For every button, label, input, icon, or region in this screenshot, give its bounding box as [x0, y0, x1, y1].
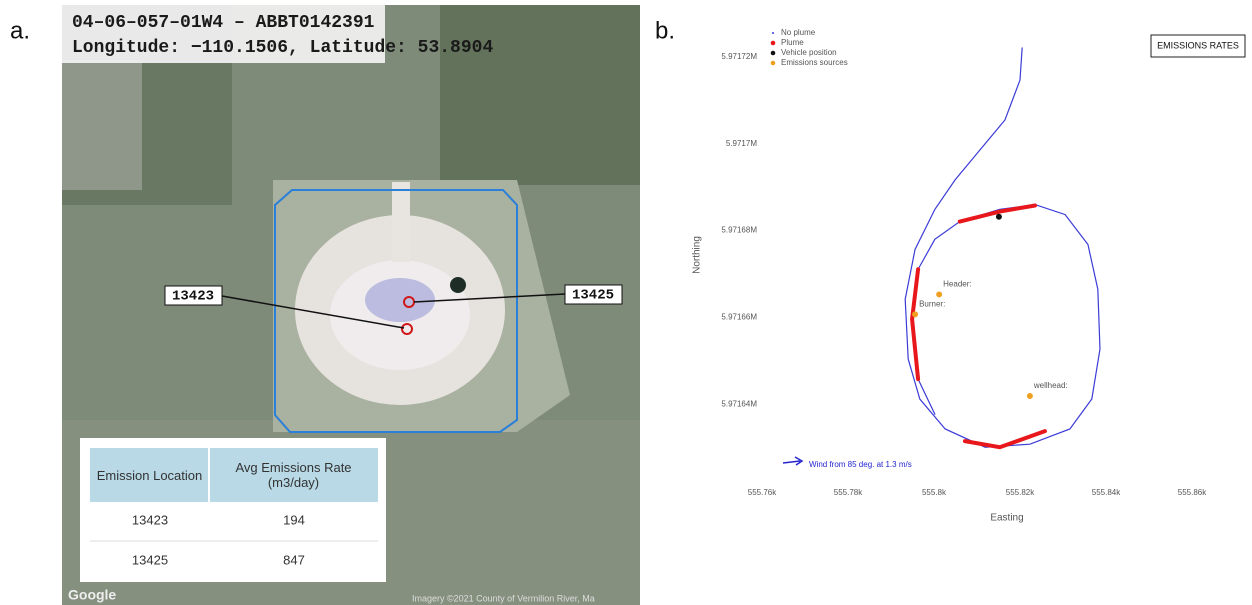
chart-title: EMISSIONS RATES	[1157, 40, 1239, 50]
legend-swatch	[771, 41, 776, 46]
column-header: Emission Location	[90, 448, 209, 502]
point	[996, 214, 1002, 220]
table-cell: 13423	[132, 512, 168, 527]
table-cell: Avg Emissions Rate (m3/day)	[209, 448, 378, 502]
imagery-credit: Imagery ©2021 County of Vermilion River,…	[412, 593, 595, 603]
point	[936, 291, 942, 297]
map-panel: a. 13423 13425 04–06–057–01W4 – ABBT0142…	[10, 5, 640, 605]
annotation: Wind from 85 deg. at 1.3 m/s	[809, 460, 912, 469]
forest	[440, 5, 640, 185]
y-tick-label: 5.97166M	[721, 313, 757, 322]
marker-label: 13425	[572, 288, 614, 304]
legend-swatch	[772, 32, 774, 34]
tree	[450, 277, 466, 293]
y-tick-label: 5.97164M	[721, 399, 757, 408]
column-header: Avg Emissions Rate (m3/day)	[209, 448, 378, 502]
plume-overlay	[365, 278, 435, 322]
legend-label: No plume	[781, 28, 816, 37]
x-tick-label: 555.8k	[922, 488, 947, 497]
panel-label: b.	[655, 17, 675, 44]
track-chart: b. EMISSIONS RATES Easting Northing Wind…	[655, 17, 1245, 523]
marker-label: 13423	[172, 289, 214, 305]
x-tick-label: 555.82k	[1006, 488, 1035, 497]
legend-swatch	[771, 61, 776, 66]
x-tick-label: 555.84k	[1092, 488, 1121, 497]
clearing	[62, 60, 142, 190]
legend-label: Emissions sources	[781, 58, 848, 67]
y-tick-label: 5.9717M	[726, 139, 757, 148]
wind-arrow	[783, 461, 800, 463]
legend-label: Plume	[781, 38, 804, 47]
y-axis-label: Northing	[692, 236, 703, 274]
point-label: Burner:	[919, 300, 945, 309]
x-axis-label: Easting	[990, 513, 1023, 524]
table-cell: 13425	[132, 552, 168, 567]
x-tick-label: 555.78k	[834, 488, 863, 497]
attribution: Google	[68, 587, 116, 603]
header-text: Longitude: −110.1506, Latitude: 53.8904	[72, 38, 493, 58]
panel-label: a.	[10, 17, 30, 44]
table-cell: Emission Location	[90, 448, 209, 502]
y-tick-label: 5.97172M	[721, 52, 757, 61]
table-cell: 194	[283, 512, 305, 527]
track	[912, 205, 1045, 447]
header-text: 04–06–057–01W4 – ABBT0142391	[72, 13, 375, 33]
point-label: wellhead:	[1033, 381, 1068, 390]
road	[392, 182, 410, 262]
legend-label: Vehicle position	[781, 48, 837, 57]
x-tick-label: 555.86k	[1178, 488, 1207, 497]
table-cell: 847	[283, 552, 305, 567]
point	[912, 311, 918, 317]
track	[905, 48, 1100, 447]
x-tick-label: 555.76k	[748, 488, 777, 497]
point	[1027, 393, 1033, 399]
point-label: Header:	[943, 280, 971, 289]
y-tick-label: 5.97168M	[721, 226, 757, 235]
figure: a. 13423 13425 04–06–057–01W4 – ABBT0142…	[0, 0, 1252, 605]
legend-swatch	[771, 51, 776, 56]
